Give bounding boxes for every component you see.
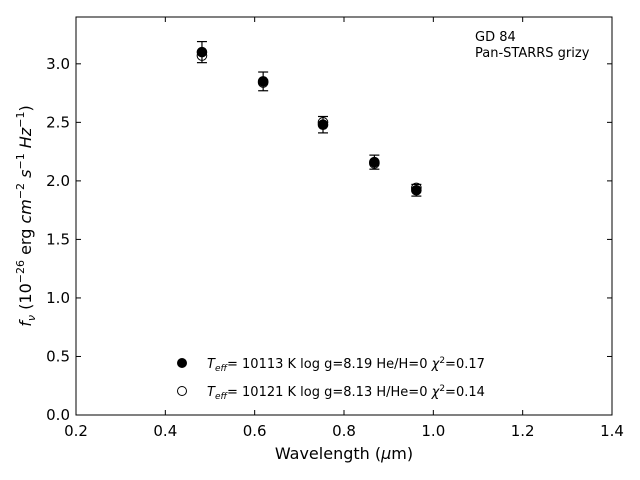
x-axis-label: Wavelength (μm): [275, 444, 413, 463]
legend-marker-filled: [177, 358, 187, 368]
y-tick-label: 2.5: [46, 113, 70, 131]
x-tick-label: 1.2: [511, 422, 535, 440]
y-tick-label: 1.0: [46, 289, 70, 307]
data-point-filled: [317, 119, 329, 130]
plot-frame: [75, 16, 613, 416]
marks: [196, 40, 422, 197]
y-tick-label: 2.0: [46, 172, 70, 190]
x-tick-label: 1.0: [421, 422, 445, 440]
data-point-filled: [196, 46, 208, 58]
legend-entry-1: Teff= 10113 K log g=8.19 He/H=0 χ2=0.17: [207, 356, 485, 374]
annotation-survey: Pan-STARRS grizy: [475, 46, 590, 61]
y-axis-label: fν (10−26 erg cm−2 s−1 Hz−1): [14, 105, 38, 326]
x-tick-label: 0.8: [332, 422, 356, 440]
legend: Teff= 10113 K log g=8.19 He/H=0 χ2=0.17 …: [177, 356, 485, 402]
data-point-filled: [369, 156, 380, 168]
legend-entry-2: Teff= 10121 K log g=8.13 H/He=0 χ2=0.14: [207, 384, 485, 402]
ticks: 0.2 0.4 0.6 0.8 1.0 1.2 1.4 0.0 0.5 1.0 1.5 2.0 2.5 3…: [46, 17, 624, 440]
x-tick-label: 1.4: [600, 422, 624, 440]
y-tick-label: 3.0: [46, 55, 70, 73]
y-tick-label: 0.0: [46, 406, 70, 424]
x-tick-label: 0.2: [64, 422, 88, 440]
data-point-filled: [411, 184, 422, 196]
x-tick-label: 0.6: [243, 422, 267, 440]
x-tick-label: 0.4: [153, 422, 177, 440]
annotation-object: GD 84: [475, 30, 516, 45]
y-tick-label: 0.5: [46, 347, 70, 365]
data-point-filled: [257, 76, 269, 87]
y-tick-label: 1.5: [46, 230, 70, 248]
legend-marker-open: [177, 386, 187, 396]
